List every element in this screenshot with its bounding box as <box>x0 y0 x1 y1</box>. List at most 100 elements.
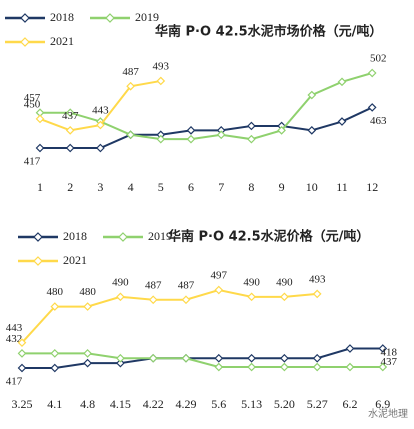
point <box>337 117 347 126</box>
value-label: 443 <box>92 105 109 117</box>
point <box>35 143 45 153</box>
value-label: 417 <box>24 156 41 168</box>
x-tick-label: 1 <box>37 180 43 194</box>
legend-label: 2019 <box>148 229 172 243</box>
point <box>378 362 388 372</box>
point <box>65 108 75 118</box>
point <box>35 114 45 124</box>
value-label: 443 <box>6 322 23 334</box>
series-line <box>22 352 383 369</box>
point <box>116 292 125 302</box>
legend-marker <box>20 37 30 47</box>
legend-label: 2018 <box>50 10 74 24</box>
legend-marker <box>118 232 128 242</box>
point <box>181 295 191 305</box>
x-tick-label: 5.6 <box>211 397 226 411</box>
x-tick-label: 4.8 <box>80 397 95 411</box>
value-label: 490 <box>276 276 293 288</box>
x-tick-label: 6.9 <box>375 397 390 411</box>
series-line <box>22 347 383 369</box>
x-tick-label: 6.2 <box>343 397 358 411</box>
x-tick-label: 2 <box>67 180 73 194</box>
x-tick-label: 12 <box>366 180 378 194</box>
value-label: 417 <box>6 376 23 388</box>
legend-marker <box>105 13 115 23</box>
x-tick-label: 11 <box>336 180 348 194</box>
point <box>280 362 289 372</box>
point <box>181 353 191 363</box>
point <box>83 358 92 368</box>
point <box>337 77 347 87</box>
x-tick-label: 8 <box>248 180 254 194</box>
point <box>216 130 226 140</box>
value-label: 457 <box>24 92 41 104</box>
legend-label: 2021 <box>63 253 87 267</box>
point <box>83 302 92 311</box>
point <box>50 349 60 358</box>
chart-title: 华南 P·O 42.5水泥价格（元/吨） <box>168 229 369 245</box>
point <box>116 353 125 363</box>
value-label: 490 <box>112 276 129 288</box>
legend-label: 2021 <box>50 34 74 48</box>
point <box>17 338 27 347</box>
value-label: 480 <box>47 286 64 298</box>
point <box>96 143 105 153</box>
x-tick-label: 3 <box>97 180 103 194</box>
point <box>214 362 224 372</box>
point <box>247 292 256 302</box>
point <box>280 292 289 302</box>
point <box>156 134 166 144</box>
point <box>280 353 289 363</box>
point <box>277 126 286 135</box>
x-tick-label: 6 <box>188 180 194 194</box>
value-label: 493 <box>153 60 170 72</box>
value-label: 487 <box>145 279 162 291</box>
series-line <box>21 288 318 344</box>
point <box>307 90 317 100</box>
value-label: 502 <box>370 53 387 65</box>
point <box>96 120 105 130</box>
x-tick-label: 4.29 <box>176 397 197 411</box>
point <box>65 126 75 135</box>
value-label: 493 <box>309 273 326 285</box>
x-tick-label: 7 <box>218 180 224 194</box>
x-tick-label: 4.1 <box>47 397 62 411</box>
x-tick-label: 9 <box>279 180 285 194</box>
x-tick-label: 5.20 <box>274 397 295 411</box>
value-label: 487 <box>178 279 195 291</box>
legend-label: 2019 <box>135 10 159 24</box>
point <box>148 353 158 363</box>
value-label: 437 <box>62 110 79 122</box>
value-label: 480 <box>79 286 96 298</box>
x-tick-label: 5 <box>158 180 164 194</box>
legend-label: 2018 <box>63 229 87 243</box>
value-label: 463 <box>370 115 387 127</box>
point <box>83 349 92 358</box>
x-tick-label: 3.25 <box>12 397 33 411</box>
point <box>126 81 135 91</box>
point <box>186 134 196 144</box>
x-tick-label: 4.15 <box>110 397 131 411</box>
point <box>17 349 27 358</box>
point <box>345 344 355 353</box>
value-label: 450 <box>24 98 41 110</box>
watermark: 水泥地理 <box>368 407 408 420</box>
point <box>312 362 322 372</box>
legend-marker <box>33 232 43 242</box>
point <box>17 363 27 373</box>
point <box>367 68 377 78</box>
point <box>50 302 60 311</box>
value-label: 490 <box>243 276 260 288</box>
point <box>247 134 256 144</box>
point <box>148 295 158 305</box>
x-tick-label: 5.27 <box>307 397 328 411</box>
point <box>156 76 166 86</box>
point <box>312 353 322 363</box>
chart-title: 华南 P·O 42.5水泥市场价格（元/吨） <box>155 24 382 40</box>
point <box>367 103 377 112</box>
point <box>345 362 355 372</box>
x-tick-label: 4.22 <box>143 397 164 411</box>
series-line <box>40 72 373 141</box>
value-label: 497 <box>211 270 228 282</box>
value-label: 432 <box>6 333 23 345</box>
